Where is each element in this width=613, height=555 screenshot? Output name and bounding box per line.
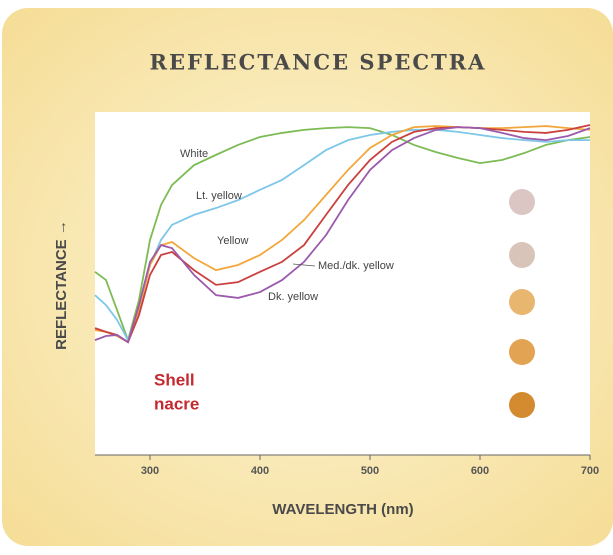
swatch [509,392,535,418]
series-label: Yellow [217,235,248,247]
x-tick-label: 500 [361,465,379,477]
annotation: nacre [154,394,199,413]
y-axis-label: REFLECTANCE → [53,220,70,350]
chart-title: REFLECTANCE SPECTRA [150,50,487,75]
swatch [509,189,535,215]
swatch [509,289,535,315]
x-tick-label: 600 [471,465,489,477]
series-label: Dk. yellow [268,291,318,303]
x-tick-label: 400 [251,465,269,477]
series-label: White [180,148,208,160]
x-axis-label: WAVELENGTH (nm) [272,501,413,518]
series-label: Med./dk. yellow [318,260,394,272]
swatch [509,242,535,268]
series-label: Lt. yellow [196,190,242,202]
annotation: Shell [154,370,195,389]
x-tick-label: 300 [141,465,159,477]
chart: REFLECTANCE SPECTRA WAVELENGTH (nm) REFL… [0,0,613,550]
x-tick-label: 700 [581,465,599,477]
swatch [509,339,535,365]
page: REFLECTANCE SPECTRA WAVELENGTH (nm) REFL… [0,0,613,550]
